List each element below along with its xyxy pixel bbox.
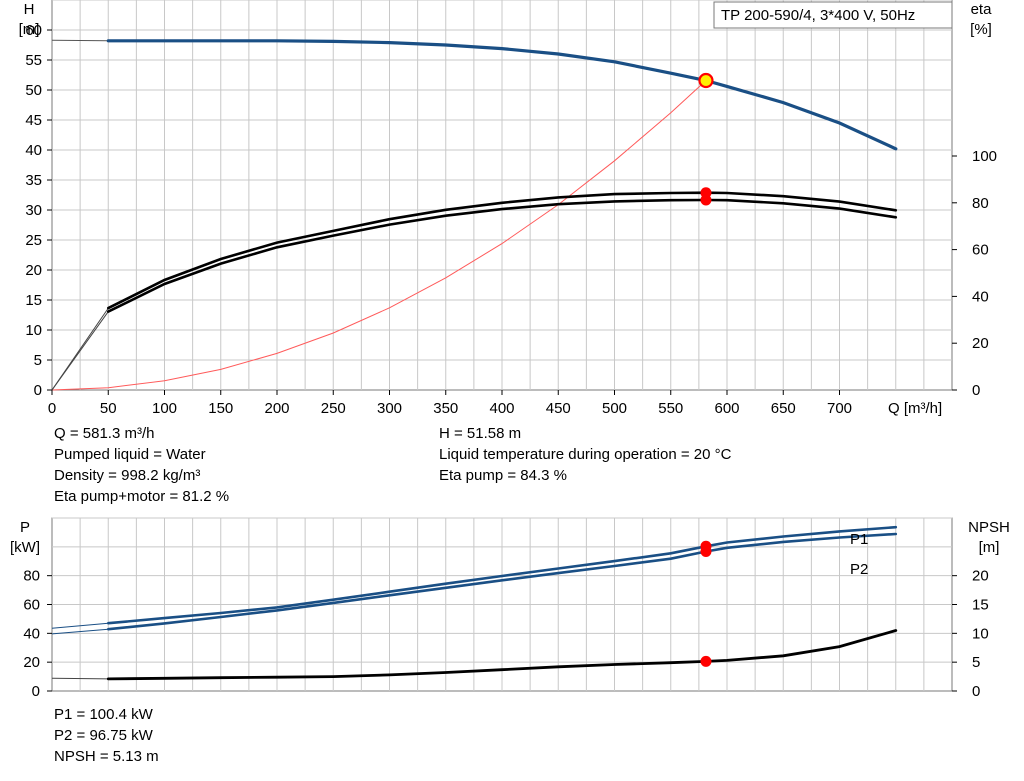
head-tick-label: 5 <box>34 352 42 369</box>
eta-tick-label: 80 <box>972 195 989 212</box>
head-axis-symbol: H <box>24 1 35 18</box>
npsh-curve <box>106 629 898 681</box>
x-tick-label: 650 <box>771 400 796 417</box>
power-info: P1 = 100.4 kW P2 = 96.75 kW NPSH = 5.13 … <box>54 704 159 767</box>
head-tick-label: 30 <box>25 202 42 219</box>
head-value: H = 51.58 m <box>439 425 522 442</box>
eta-pump-motor-value: Eta pump+motor = 81.2 % <box>54 488 230 505</box>
x-tick-label: 50 <box>100 400 117 417</box>
top-chart-curves <box>51 39 898 391</box>
x-tick-label: 150 <box>208 400 233 417</box>
x-tick-label: 400 <box>489 400 514 417</box>
head-tick-label: 55 <box>25 52 42 69</box>
head-tick-label: 10 <box>25 322 42 339</box>
x-tick-label: 250 <box>321 400 346 417</box>
head-tick-label: 60 <box>25 22 42 39</box>
power-axis-unit: [kW] <box>10 539 40 556</box>
head-tick-label: 15 <box>25 292 42 309</box>
chart-title-box <box>713 1 953 29</box>
pumped-liquid-value: Pumped liquid = Water <box>54 446 206 463</box>
eta-pump-curve <box>107 191 898 310</box>
power-tick-label: 80 <box>23 568 40 585</box>
chart-title: TP 200-590/4, 3*400 V, 50Hz <box>721 7 915 24</box>
flow-axis-label: Q [m³/h] <box>888 400 942 417</box>
system-curve <box>51 80 707 391</box>
head-axis-unit: [m] <box>19 21 40 38</box>
p1-value: P1 = 100.4 kW <box>54 706 153 723</box>
npsh-curve-extension <box>51 677 109 680</box>
liquid-temperature-value: Liquid temperature during operation = 20… <box>439 446 732 463</box>
eta-pump-motor-curve-extension <box>51 311 109 391</box>
eta-tick-label: 0 <box>972 382 980 399</box>
x-tick-label: 350 <box>433 400 458 417</box>
eta-tick-label: 20 <box>972 335 989 352</box>
eta-axis-unit: [%] <box>970 21 992 38</box>
npsh-tick-label: 5 <box>972 654 980 671</box>
flow-value: Q = 581.3 m³/h <box>54 425 155 442</box>
p1-series-label: P1 <box>850 531 868 548</box>
head-tick-label: 35 <box>25 172 42 189</box>
npsh-tick-label: 20 <box>972 568 989 585</box>
power-tick-label: 40 <box>23 625 40 642</box>
x-tick-label: 500 <box>602 400 627 417</box>
eta-pump-motor-curve <box>107 198 898 313</box>
x-tick-label: 600 <box>714 400 739 417</box>
density-value: Density = 998.2 kg/m³ <box>54 467 201 484</box>
x-tick-label: 700 <box>827 400 852 417</box>
head-tick-label: 20 <box>25 262 42 279</box>
npsh-value: NPSH = 5.13 m <box>54 748 159 765</box>
x-tick-label: 550 <box>658 400 683 417</box>
bottom-chart-curves <box>51 525 898 681</box>
eta-pump-value: Eta pump = 84.3 % <box>439 467 567 484</box>
eta-tick-label: 60 <box>972 242 989 259</box>
top-chart-grid <box>51 0 953 391</box>
power-tick-label: 20 <box>23 654 40 671</box>
power-tick-label: 0 <box>32 683 40 700</box>
p1-curve-extension <box>51 622 109 629</box>
head-curve <box>106 39 898 151</box>
x-tick-label: 0 <box>48 400 56 417</box>
p1-curve <box>107 525 898 625</box>
p2-series-label: P2 <box>850 561 868 578</box>
power-axis-symbol: P <box>20 519 30 536</box>
head-tick-label: 45 <box>25 112 42 129</box>
operating-info-left: Q = 581.3 m³/h Pumped liquid = Water Den… <box>54 423 229 507</box>
power-tick-label: 60 <box>23 597 40 614</box>
p2-value: P2 = 96.75 kW <box>54 727 153 744</box>
npsh-operating-point <box>700 655 712 667</box>
p2-operating-point <box>700 546 712 558</box>
eta-axis-symbol: eta <box>971 1 993 18</box>
npsh-tick-label: 10 <box>972 625 989 642</box>
head-tick-label: 25 <box>25 232 42 249</box>
npsh-tick-label: 0 <box>972 683 980 700</box>
head-tick-label: 0 <box>34 382 42 399</box>
eta-tick-label: 40 <box>972 288 989 305</box>
x-tick-label: 100 <box>152 400 177 417</box>
head-operating-point <box>698 72 714 89</box>
head-tick-label: 40 <box>25 142 42 159</box>
x-tick-label: 200 <box>264 400 289 417</box>
npsh-axis-symbol: NPSH <box>968 519 1010 536</box>
eta-pump-motor-operating-point <box>700 194 712 206</box>
axis-labels: 0 50 100 150 200 250 300 350 400 450 500 550 600 650 7… <box>23 22 997 700</box>
head-curve-extension <box>51 39 109 42</box>
x-tick-label: 450 <box>546 400 571 417</box>
bottom-chart-grid <box>51 517 953 692</box>
p2-curve-extension <box>51 628 109 635</box>
p2-curve <box>107 532 898 631</box>
x-tick-label: 300 <box>377 400 402 417</box>
head-tick-label: 50 <box>25 82 42 99</box>
operating-info-right: H = 51.58 m Liquid temperature during op… <box>439 423 731 486</box>
npsh-axis-unit: [m] <box>979 539 1000 556</box>
npsh-tick-label: 15 <box>972 597 989 614</box>
eta-tick-label: 100 <box>972 148 997 165</box>
